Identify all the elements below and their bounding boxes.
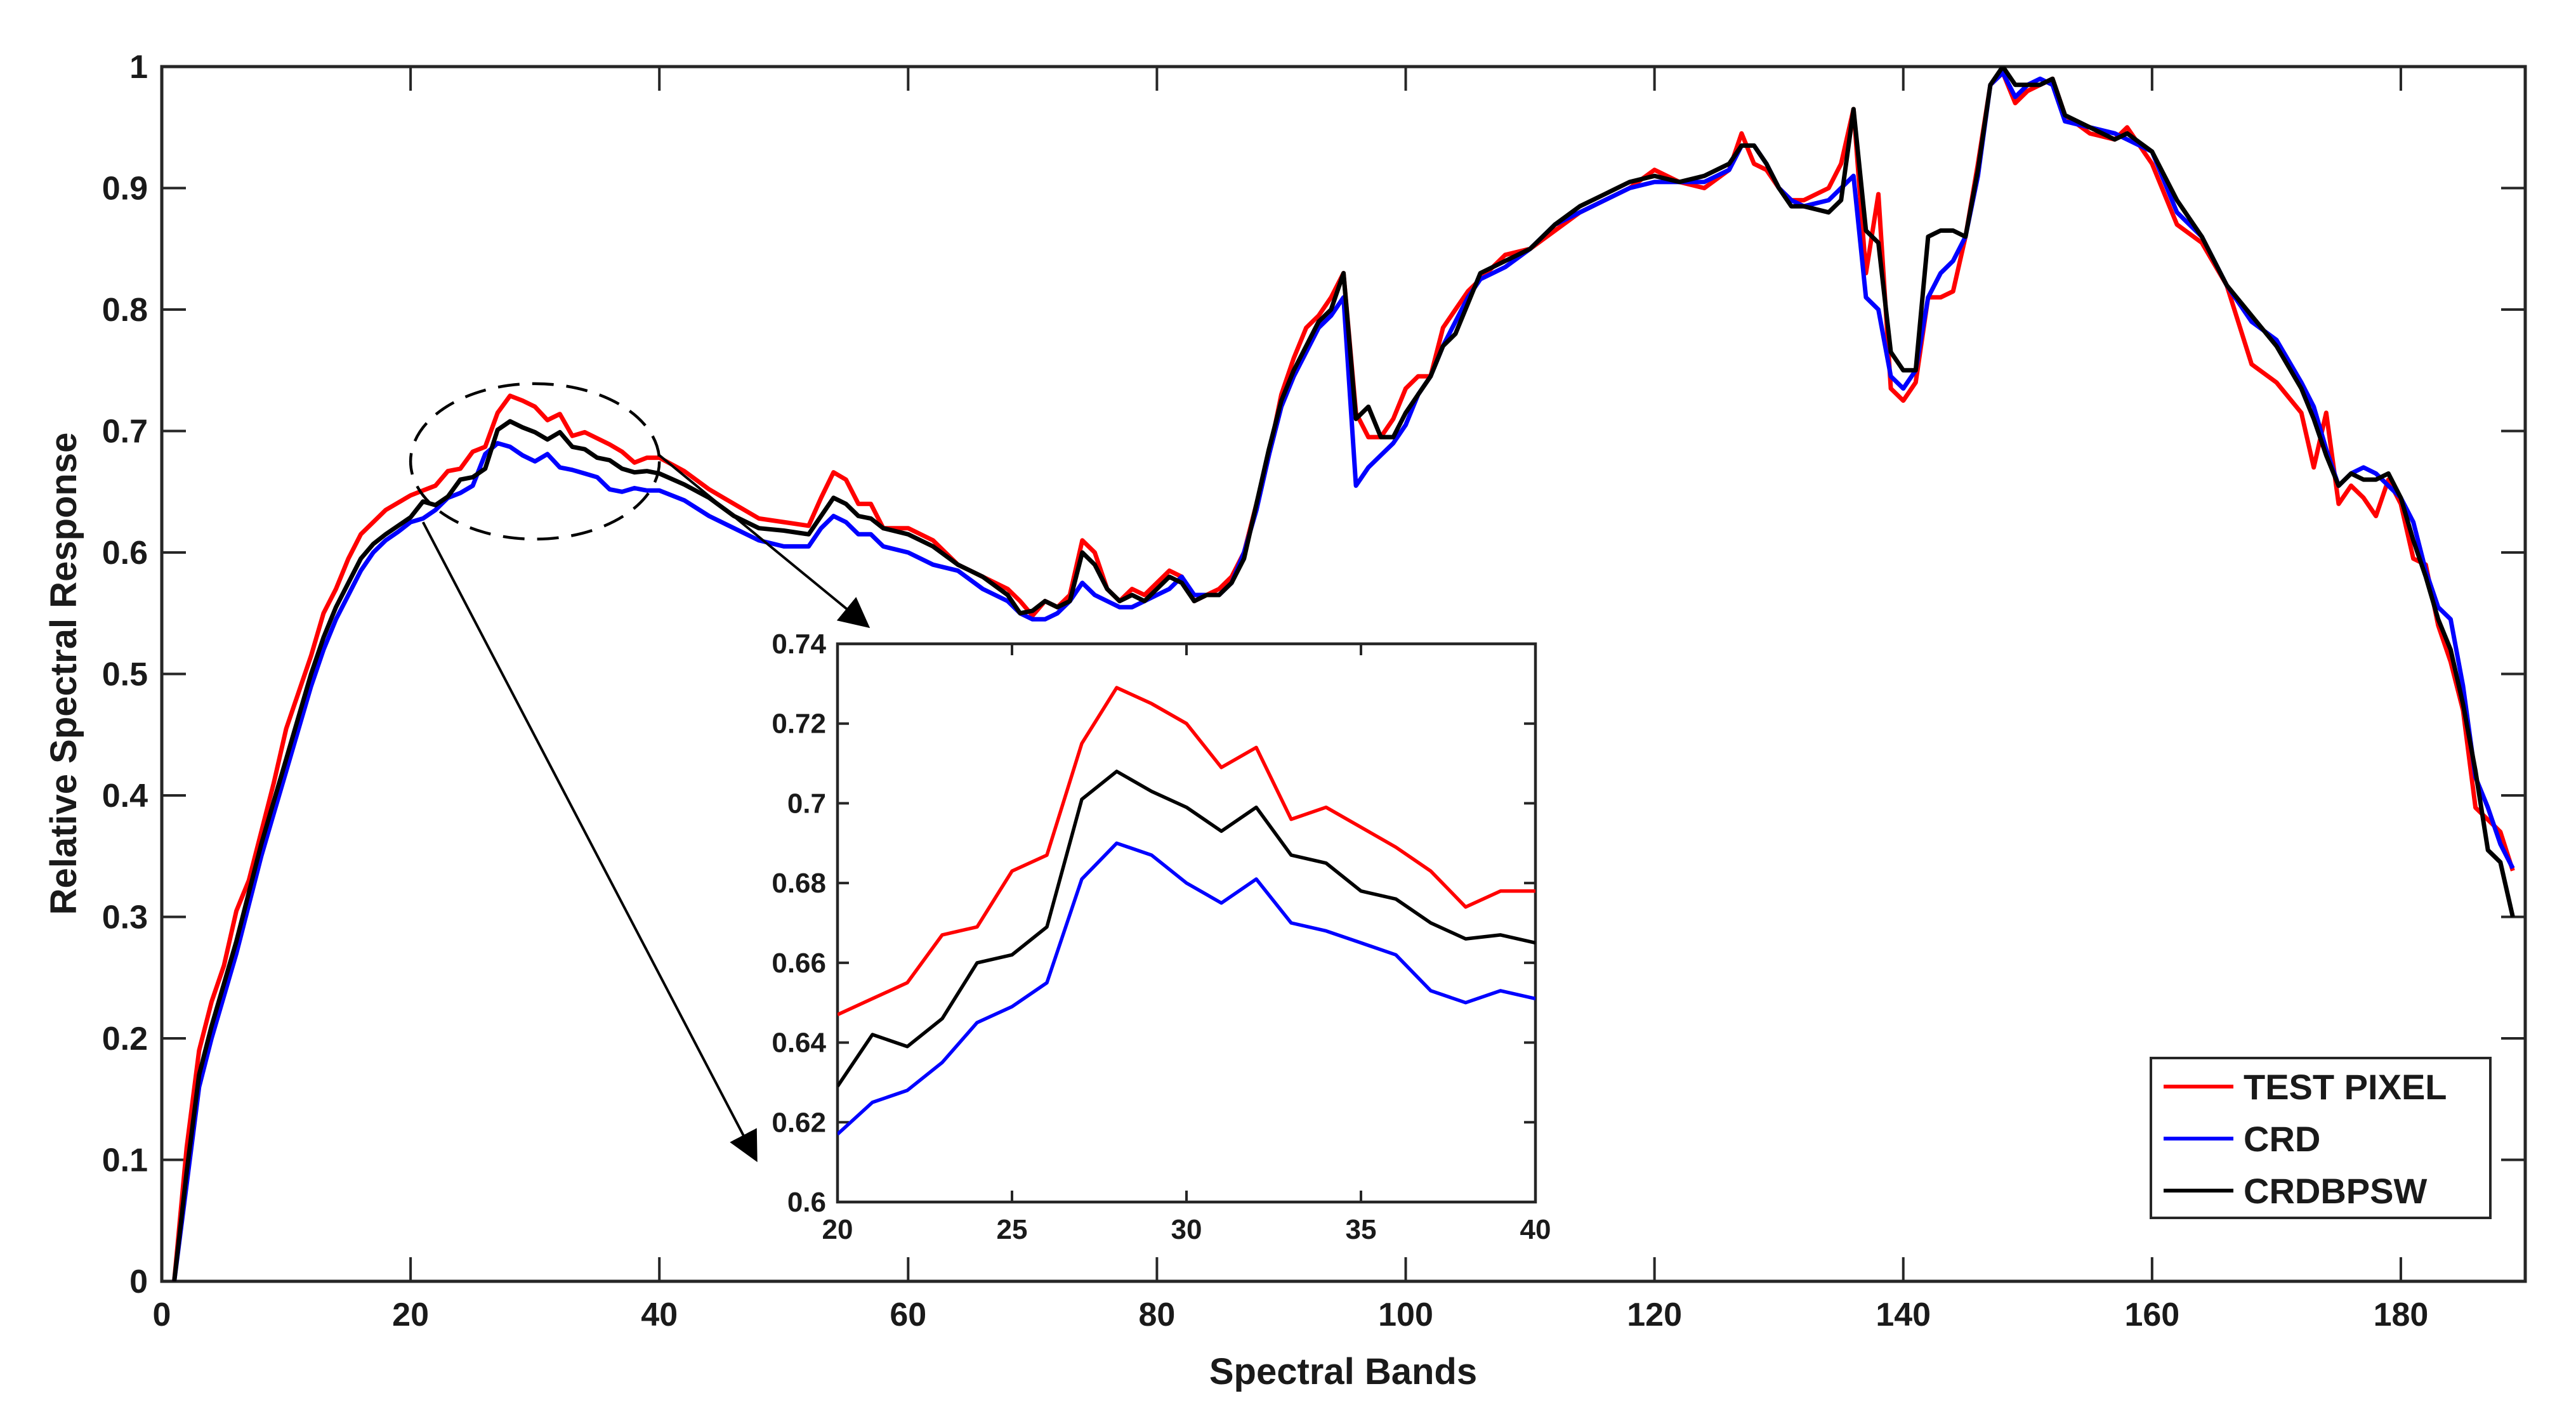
- legend-label-crdbpsw: CRDBPSW: [2244, 1171, 2427, 1211]
- y-axis-label: Relative Spectral Response: [43, 433, 84, 915]
- y-tick-label-0-7: 0.7: [102, 414, 148, 450]
- inset-series-line-crdbpsw: [838, 769, 1535, 1088]
- y-tick-label-1: 1: [129, 49, 148, 86]
- x-tick-label-60: 60: [890, 1297, 926, 1333]
- inset-y-tick-label-0-66: 0.66: [772, 948, 826, 979]
- y-tick-label-0-3: 0.3: [102, 899, 148, 936]
- y-tick-label-0-5: 0.5: [102, 657, 148, 693]
- inset-plot-area: [836, 642, 1537, 1204]
- x-tick-label-0: 0: [153, 1297, 171, 1333]
- series-line-crdbpsw: [172, 67, 2515, 1281]
- inset-x-tick-label-25: 25: [997, 1214, 1028, 1245]
- legend: TEST PIXEL CRD CRDBPSW: [2150, 1057, 2492, 1219]
- inset-series-line-test-pixel: [838, 686, 1535, 1017]
- inset-x-tick-label-20: 20: [822, 1214, 853, 1245]
- y-tick-label-0-4: 0.4: [102, 778, 148, 814]
- inset-y-tick-labels: 0.6 0.62 0.64 0.66 0.68 0.7 0.72 0.74: [772, 629, 826, 1218]
- inset-y-tick-label-0-6: 0.6: [787, 1187, 826, 1218]
- zoom-region-ellipse: [409, 382, 661, 541]
- inset-x-tick-label-40: 40: [1520, 1214, 1551, 1245]
- inset-y-tick-label-0-74: 0.74: [772, 629, 826, 660]
- inset-y-tick-label-0-68: 0.68: [772, 868, 826, 899]
- inset-x-tick-label-30: 30: [1171, 1214, 1202, 1245]
- inset-y-tick-label-0-62: 0.62: [772, 1107, 826, 1138]
- y-tick-label-0-6: 0.6: [102, 535, 148, 572]
- main-series-lines: [172, 67, 2515, 1281]
- main-axis-ticks: [161, 65, 2525, 1283]
- x-tick-label-20: 20: [392, 1297, 429, 1333]
- y-tick-label-0-8: 0.8: [102, 292, 148, 329]
- x-tick-labels: 0 20 40 60 80 100 120 140 160 180: [153, 1297, 2429, 1333]
- inset-series-lines: [838, 686, 1535, 1136]
- legend-label-test-pixel: TEST PIXEL: [2244, 1067, 2447, 1107]
- zoom-arrow-lower: [421, 521, 758, 1163]
- x-tick-label-140: 140: [1876, 1297, 1931, 1333]
- inset-x-tick-labels: 20 25 30 35 40: [822, 1214, 1551, 1245]
- inset-series-line-crd: [838, 841, 1535, 1136]
- y-tick-label-0-1: 0.1: [102, 1142, 148, 1179]
- x-tick-label-40: 40: [641, 1297, 678, 1333]
- x-tick-label-120: 120: [1627, 1297, 1682, 1333]
- x-tick-label-100: 100: [1378, 1297, 1433, 1333]
- y-tick-label-0-9: 0.9: [102, 171, 148, 207]
- y-tick-labels: 0 0.1 0.2 0.3 0.4 0.5 0.6 0.7 0.8 0.9 1: [102, 49, 148, 1300]
- inset-x-tick-label-35: 35: [1346, 1214, 1377, 1245]
- x-tick-label-160: 160: [2124, 1297, 2179, 1333]
- x-tick-label-180: 180: [2374, 1297, 2429, 1333]
- legend-label-crd: CRD: [2244, 1119, 2320, 1159]
- y-tick-label-0-2: 0.2: [102, 1021, 148, 1057]
- inset-axis-ticks: [836, 643, 1537, 1203]
- inset-y-tick-label-0-72: 0.72: [772, 709, 826, 740]
- x-tick-label-80: 80: [1138, 1297, 1175, 1333]
- inset-y-tick-label-0-64: 0.64: [772, 1028, 826, 1059]
- inset-y-tick-label-0-7: 0.7: [787, 788, 826, 819]
- zoom-arrow-upper: [658, 454, 871, 629]
- x-axis-label: Spectral Bands: [1209, 1351, 1477, 1392]
- y-tick-label-0: 0: [129, 1264, 148, 1300]
